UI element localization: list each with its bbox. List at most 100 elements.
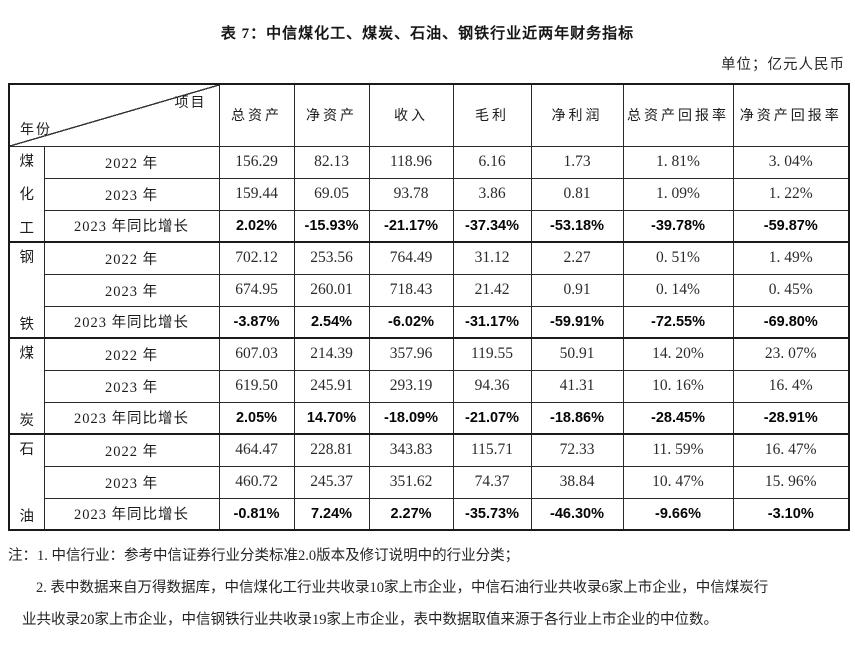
table-row: 2023 年同比增长 -3.87% 2.54% -6.02% -31.17% -59.91… [9, 305, 850, 339]
cell-value: 16. 4% [732, 369, 850, 403]
cell-value: 1. 09% [622, 177, 734, 211]
table-body: 煤化工 2022 年 156.29 82.13 118.96 6.16 1.73 1. 81%… [8, 145, 850, 531]
group-char: 钢 [19, 250, 35, 266]
cell-value: 94.36 [452, 369, 532, 403]
cell-value: 41.31 [530, 369, 624, 403]
group-char: 炭 [19, 413, 35, 429]
cell-value: 1.73 [530, 145, 624, 179]
column-header-5: 总资产回报率 [622, 83, 734, 147]
cell-value: 2.02% [218, 209, 295, 243]
cell-value: 3. 04% [732, 145, 850, 179]
cell-value: 1. 49% [732, 241, 850, 275]
cell-value: 2.27% [368, 497, 454, 531]
cell-value: 7.24% [293, 497, 370, 531]
cell-value: 0.91 [530, 273, 624, 307]
cell-value: 228.81 [293, 433, 370, 467]
corner-cell: 项目 年份 [8, 83, 220, 147]
note-line: 2. 表中数据来自万得数据库，中信煤化工行业共收录10家上市企业，中信石油行业共… [36, 580, 769, 596]
group-char: 化 [19, 187, 35, 204]
cell-value: 50.91 [530, 337, 624, 371]
cell-value: 159.44 [218, 177, 295, 211]
cell-value: 0.81 [530, 177, 624, 211]
cell-value: 1. 22% [732, 177, 850, 211]
cell-value: 74.37 [452, 465, 532, 499]
cell-value: 0. 51% [622, 241, 734, 275]
cell-value: 115.71 [452, 433, 532, 467]
row-label: 2022 年 [43, 241, 220, 275]
cell-value: -18.86% [530, 401, 624, 435]
cell-value: 619.50 [218, 369, 295, 403]
row-label: 2023 年同比增长 [43, 497, 220, 531]
cell-value: -0.81% [218, 497, 295, 531]
cell-value: 460.72 [218, 465, 295, 499]
group-label-煤化工: 煤化工 [8, 145, 45, 243]
cell-value: 11. 59% [622, 433, 734, 467]
notes: 注：1. 中信行业：参考中信证券行业分类标准2.0版本及修订说明中的行业分类； … [8, 540, 848, 636]
cell-value: -46.30% [530, 497, 624, 531]
cell-value: 21.42 [452, 273, 532, 307]
cell-value: 3.86 [452, 177, 532, 211]
cell-value: 23. 07% [732, 337, 850, 371]
cell-value: -37.34% [452, 209, 532, 243]
cell-value: 10. 16% [622, 369, 734, 403]
column-header-4: 净利润 [530, 83, 624, 147]
cell-value: 38.84 [530, 465, 624, 499]
cell-value: 14. 20% [622, 337, 734, 371]
cell-value: 16. 47% [732, 433, 850, 467]
cell-value: -21.17% [368, 209, 454, 243]
cell-value: -3.10% [732, 497, 850, 531]
cell-value: 357.96 [368, 337, 454, 371]
cell-value: 1. 81% [622, 145, 734, 179]
group-char: 石 [19, 442, 35, 458]
cell-value: -72.55% [622, 305, 734, 339]
cell-value: 72.33 [530, 433, 624, 467]
cell-value: -28.45% [622, 401, 734, 435]
cell-value: 214.39 [293, 337, 370, 371]
corner-label-year: 年份 [20, 122, 52, 138]
cell-value: 718.43 [368, 273, 454, 307]
cell-value: 674.95 [218, 273, 295, 307]
cell-value: 10. 47% [622, 465, 734, 499]
column-header-2: 收入 [368, 83, 454, 147]
cell-value: 93.78 [368, 177, 454, 211]
cell-value: 0. 45% [732, 273, 850, 307]
cell-value: 31.12 [452, 241, 532, 275]
column-header-0: 总资产 [218, 83, 295, 147]
row-label: 2023 年 [43, 177, 220, 211]
cell-value: -9.66% [622, 497, 734, 531]
cell-value: 69.05 [293, 177, 370, 211]
cell-value: 245.91 [293, 369, 370, 403]
row-label: 2023 年同比增长 [43, 209, 220, 243]
column-header-6: 净资产回报率 [732, 83, 850, 147]
cell-value: -59.87% [732, 209, 850, 243]
cell-value: 118.96 [368, 145, 454, 179]
group-char: 煤 [19, 346, 35, 362]
cell-value: -35.73% [452, 497, 532, 531]
cell-value: 2.54% [293, 305, 370, 339]
group-label-钢铁: 钢铁 [8, 241, 45, 339]
cell-value: 0. 14% [622, 273, 734, 307]
row-label: 2022 年 [43, 337, 220, 371]
cell-value: -39.78% [622, 209, 734, 243]
table-row: 煤炭 2022 年 607.03 214.39 357.96 119.55 50.91 14.… [8, 337, 850, 435]
cell-value: -21.07% [452, 401, 532, 435]
cell-value: -53.18% [530, 209, 624, 243]
cell-value: -18.09% [368, 401, 454, 435]
header-row: 项目 年份 总资产 净资产 收入 毛利 净利润 总资产回报率 净资产回报率 [8, 83, 850, 147]
column-header-1: 净资产 [293, 83, 370, 147]
cell-value: 156.29 [218, 145, 295, 179]
row-label: 2023 年 [43, 273, 220, 307]
table-row: 煤化工 2022 年 156.29 82.13 118.96 6.16 1.73 1. 81%… [8, 145, 850, 243]
table-row: 石油 2022 年 464.47 228.81 343.83 115.71 72.33 11.… [8, 433, 850, 531]
group-char: 铁 [19, 317, 35, 333]
cell-value: 702.12 [218, 241, 295, 275]
cell-value: 82.13 [293, 145, 370, 179]
group-char: 油 [19, 509, 35, 525]
cell-value: 253.56 [293, 241, 370, 275]
group-char: 工 [19, 220, 35, 237]
cell-value: -59.91% [530, 305, 624, 339]
cell-value: 2.27 [530, 241, 624, 275]
row-label: 2022 年 [43, 145, 220, 179]
note-line: 注：1. 中信行业：参考中信证券行业分类标准2.0版本及修订说明中的行业分类； [8, 548, 520, 564]
cell-value: -6.02% [368, 305, 454, 339]
